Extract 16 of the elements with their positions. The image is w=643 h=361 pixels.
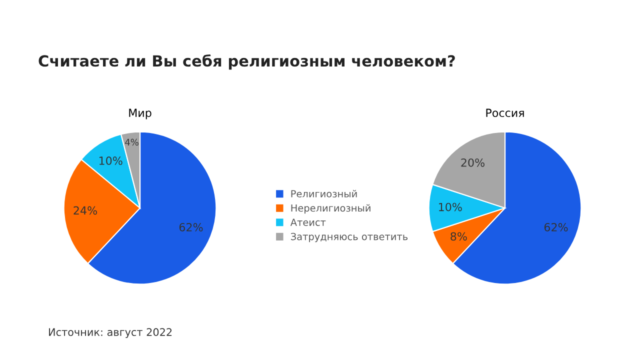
data-label: 62% <box>179 223 203 232</box>
text: Считаете ли Вы себя религиозным человеком? <box>38 54 455 70</box>
legend-label: Затрудняюсь ответить <box>291 232 408 242</box>
data-label: 8% <box>450 232 467 241</box>
data-label: 10% <box>99 156 122 165</box>
legend-label: Религиозный <box>291 190 357 198</box>
chart-title: Мир <box>129 108 152 120</box>
data-label: 20% <box>461 158 484 167</box>
legend-label: Атеист <box>290 218 326 226</box>
chart-title: Россия <box>486 108 524 118</box>
legend-label: Нерелигиозный <box>291 204 370 214</box>
data-label: 10% <box>439 202 462 212</box>
data-label: 24% <box>74 206 97 215</box>
data-label: 4% <box>125 138 138 146</box>
data-label: 62% <box>544 223 568 232</box>
text: Источник: август 2022 <box>49 328 172 338</box>
